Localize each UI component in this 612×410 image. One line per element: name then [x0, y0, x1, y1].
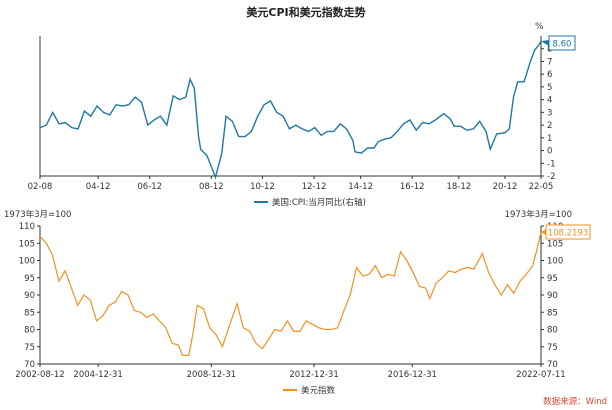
x-tick-label: 2008-12-31 [187, 370, 236, 380]
y-tick-label-right: 4 [547, 96, 552, 106]
x-tick-label: 18-12 [446, 182, 471, 192]
cpi-series-line [39, 40, 542, 180]
y-tick-label-right: 70 [547, 360, 558, 370]
x-tick-label: 10-12 [250, 182, 275, 192]
cpi-end-value: 8.60 [553, 40, 572, 50]
x-tick-label: 2022-07-11 [516, 370, 565, 380]
dxy-end-pointer [541, 229, 546, 235]
dxy-legend-label: 美元指数 [301, 385, 336, 396]
x-tick-label: 14-12 [348, 182, 373, 192]
y-tick-label-left: 85 [24, 308, 35, 318]
y-tick-label-right: 95 [547, 274, 558, 284]
y-tick-label-right: 100 [547, 257, 563, 267]
x-tick-label: 04-12 [86, 182, 111, 192]
y-tick-label-right: 80 [547, 326, 558, 336]
dxy-unit-label-right: 1973年3月=100 [505, 209, 572, 220]
y-tick-label-right: -1 [547, 159, 555, 169]
cpi-legend-label: 美国:CPI:当月同比(右轴) [272, 197, 366, 208]
y-tick-label-left: 90 [24, 291, 35, 301]
y-tick-label-right: 6 [547, 70, 552, 80]
y-tick-label-right: 5 [547, 83, 552, 93]
dxy-legend: 美元指数 [283, 385, 336, 396]
y-tick-label-right: 90 [547, 291, 558, 301]
y-tick-label-right: 0 [547, 147, 552, 157]
x-tick-label: 16-12 [400, 182, 425, 192]
y-tick-label-left: 110 [19, 222, 35, 232]
y-tick-label-left: 100 [19, 257, 35, 267]
x-tick-label: 06-12 [137, 182, 162, 192]
dxy-chart: 1973年3月=100 1973年3月=100 2002-08-12 2004-1… [4, 209, 591, 396]
x-tick-label: 02-08 [28, 182, 53, 192]
y-tick-label-right: 2 [547, 121, 552, 131]
y-tick-label-left: 95 [24, 274, 35, 284]
x-tick-label: 2004-12-31 [73, 370, 122, 380]
dxy-end-label: 108.2193 [545, 224, 591, 240]
dxy-unit-label-left: 1973年3月=100 [4, 209, 71, 220]
source-note: 数据来源：Wind [543, 396, 607, 407]
dxy-series-line [39, 232, 542, 356]
x-tick-label: 20-12 [493, 182, 518, 192]
y-tick-label-right: 75 [547, 343, 558, 353]
y-tick-label-left: 75 [24, 343, 35, 353]
page-title: 美元CPI和美元指数走势 [246, 5, 365, 19]
cpi-x-ticks: 02-08 04-12 06-12 08-12 10-12 12-12 14-12 16-12… [28, 176, 554, 192]
x-tick-label: 12-12 [302, 182, 327, 192]
x-tick-label: 2016-12-31 [388, 370, 437, 380]
y-tick-label-left: 70 [24, 360, 35, 370]
cpi-end-label: 8.60 [548, 35, 576, 51]
y-tick-label-left: 105 [19, 239, 35, 249]
x-tick-label: 2012-12-31 [289, 370, 338, 380]
y-tick-label-right: 85 [547, 308, 558, 318]
dxy-y-ticks: 7070757580808585909095951001001051051101… [19, 222, 563, 370]
x-tick-label: 22-05 [529, 182, 554, 192]
x-tick-label: 08-12 [199, 182, 224, 192]
cpi-end-pointer [541, 40, 549, 46]
y-tick-label-right: -2 [547, 172, 555, 182]
x-tick-label: 2002-08-12 [15, 370, 64, 380]
dxy-x-ticks: 2002-08-12 2004-12-31 2008-12-31 2012-12-31… [15, 364, 566, 380]
y-tick-label-right: 1 [547, 134, 552, 144]
cpi-unit-label: % [535, 22, 544, 32]
y-tick-label-right: 7 [547, 57, 552, 67]
y-tick-label-left: 80 [24, 326, 35, 336]
cpi-chart: % 02-08 04-12 06-12 08-12 10-12 12-12 14-12 16-… [28, 22, 576, 208]
y-tick-label-right: 105 [547, 239, 563, 249]
dxy-end-value: 108.2193 [548, 229, 589, 239]
y-tick-label-right: 3 [547, 108, 552, 118]
cpi-legend: 美国:CPI:当月同比(右轴) [254, 197, 366, 208]
